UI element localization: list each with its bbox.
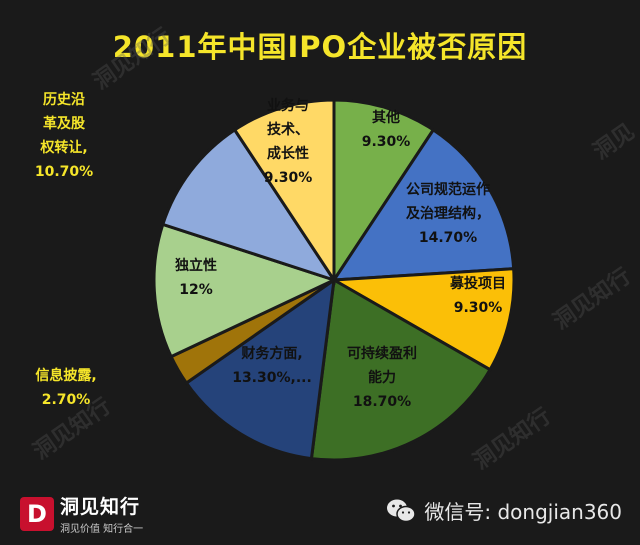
slice-label: 业务与技术、成长性 9.30% (264, 97, 313, 186)
slice-label: 其他 9.30% (362, 109, 411, 150)
brand-logo: 洞见知行 洞见价值 知行合一 (20, 492, 143, 535)
pie-slice (332, 98, 436, 285)
slice-label: 独立性 12% (175, 257, 217, 298)
pie-slice (184, 276, 336, 461)
slice-label: 募投项目 9.30% (449, 275, 506, 316)
slice-label: 信息披露, 2.70% (35, 367, 96, 408)
pie-slice (160, 127, 338, 283)
pie-slice (232, 98, 336, 285)
slice-label: 历史沿革及股权转让, 10.70% (35, 92, 93, 180)
brand-slogan: 洞见价值 知行合一 (60, 524, 144, 535)
watermark-text: 洞见知行 (89, 23, 176, 95)
wechat-icon (387, 499, 417, 522)
slice-label: 可持续盈利能力 18.70% (347, 345, 417, 410)
brand-name: 洞见知行 (60, 496, 141, 518)
watermark-text: 洞见知行 (549, 263, 636, 335)
pie-slices (152, 98, 516, 462)
slice-label: 财务方面, 13.30%,... (232, 345, 312, 386)
brand-mark-icon (20, 496, 54, 531)
chart-title: 2011年中国IPO企业被否原因 (112, 30, 528, 64)
pie-labels: 其他 9.30% 公司规范运作及治理结构， 14.70% 募投项目 9.30% 可持续盈利能… (35, 92, 506, 410)
watermark-text: 洞见 (589, 119, 639, 165)
slice-label: 公司规范运作及治理结构， 14.70% (406, 181, 490, 246)
wechat-id: 微信号: dongjian360 (386, 496, 622, 525)
pie-slice (309, 277, 493, 462)
pie-slice (152, 222, 339, 359)
wechat-text: 微信号: dongjian360 (424, 500, 622, 524)
pie-slice (328, 267, 516, 372)
pie-slice (331, 127, 516, 282)
watermark-text: 洞见知行 (469, 403, 556, 475)
